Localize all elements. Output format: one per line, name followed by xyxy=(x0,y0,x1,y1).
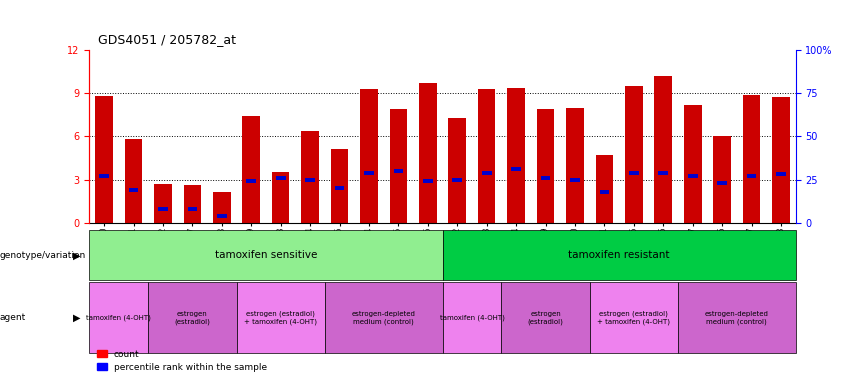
Bar xyxy=(334,186,345,190)
Bar xyxy=(659,170,668,175)
Bar xyxy=(688,174,698,178)
Text: tamoxifen resistant: tamoxifen resistant xyxy=(568,250,670,260)
Bar xyxy=(448,118,466,223)
Bar xyxy=(95,96,113,223)
Bar xyxy=(158,207,168,211)
Text: estrogen (estradiol)
+ tamoxifen (4-OHT): estrogen (estradiol) + tamoxifen (4-OHT) xyxy=(244,311,317,325)
Bar xyxy=(776,172,785,176)
Text: estrogen-depleted
medium (control): estrogen-depleted medium (control) xyxy=(351,311,415,324)
Bar xyxy=(566,108,584,223)
Bar xyxy=(713,136,731,223)
Bar xyxy=(511,167,521,171)
Bar xyxy=(746,174,757,178)
Text: ▶: ▶ xyxy=(73,250,81,260)
Bar xyxy=(129,188,139,192)
Bar xyxy=(243,116,260,223)
Bar xyxy=(360,89,378,223)
Bar xyxy=(453,177,462,182)
Bar xyxy=(600,190,609,194)
Bar xyxy=(570,177,580,182)
Bar xyxy=(217,214,226,218)
Bar xyxy=(629,170,638,175)
Text: agent: agent xyxy=(0,313,26,322)
Legend: count, percentile rank within the sample: count, percentile rank within the sample xyxy=(94,346,271,376)
Bar xyxy=(271,172,289,223)
Text: tamoxifen sensitive: tamoxifen sensitive xyxy=(214,250,317,260)
Bar xyxy=(187,207,197,211)
Text: estrogen-depleted
medium (control): estrogen-depleted medium (control) xyxy=(705,311,768,324)
Bar xyxy=(419,83,437,223)
Bar xyxy=(393,169,403,173)
Bar xyxy=(423,179,432,183)
Bar xyxy=(537,109,554,223)
Text: genotype/variation: genotype/variation xyxy=(0,251,86,260)
Bar xyxy=(124,139,142,223)
Bar xyxy=(100,174,109,178)
Bar xyxy=(654,76,672,223)
Bar xyxy=(684,105,701,223)
Bar xyxy=(717,181,727,185)
Bar xyxy=(482,170,492,175)
Bar xyxy=(276,176,285,180)
Text: estrogen (estradiol)
+ tamoxifen (4-OHT): estrogen (estradiol) + tamoxifen (4-OHT) xyxy=(597,311,671,325)
Bar xyxy=(743,94,761,223)
Text: tamoxifen (4-OHT): tamoxifen (4-OHT) xyxy=(86,314,151,321)
Bar xyxy=(306,177,315,182)
Bar xyxy=(507,88,525,223)
Bar xyxy=(213,192,231,223)
Text: ▶: ▶ xyxy=(73,313,81,323)
Bar xyxy=(390,109,407,223)
Bar xyxy=(540,176,551,180)
Bar xyxy=(154,184,172,223)
Text: GDS4051 / 205782_at: GDS4051 / 205782_at xyxy=(98,33,236,46)
Bar xyxy=(364,170,374,175)
Bar xyxy=(247,179,256,183)
Bar xyxy=(301,131,319,223)
Text: estrogen
(estradiol): estrogen (estradiol) xyxy=(174,311,210,324)
Bar xyxy=(331,149,348,223)
Bar xyxy=(184,185,201,223)
Text: estrogen
(estradiol): estrogen (estradiol) xyxy=(528,311,563,324)
Bar xyxy=(477,89,495,223)
Text: tamoxifen (4-OHT): tamoxifen (4-OHT) xyxy=(439,314,505,321)
Bar xyxy=(625,86,643,223)
Bar xyxy=(772,98,790,223)
Bar xyxy=(596,155,614,223)
